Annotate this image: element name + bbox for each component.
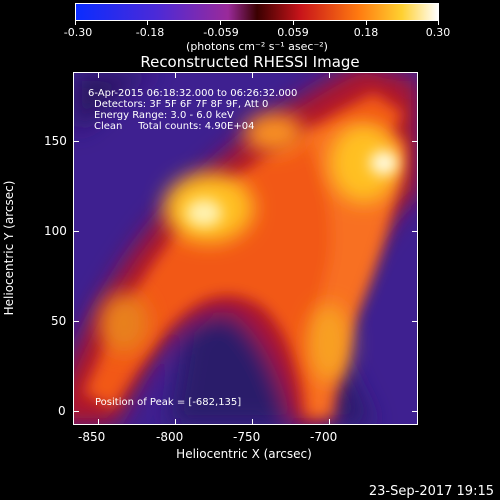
colorbar-tick-label: 0.059	[277, 26, 309, 39]
time-range-label: 6-Apr-2015 06:18:32.000 to 06:26:32.000	[88, 88, 298, 99]
y-tick-label: 0	[58, 404, 66, 418]
x-tick-label: -800	[156, 430, 184, 444]
clean-counts-label: Clean Total counts: 4.90E+04	[94, 121, 255, 132]
x-tick-label: -700	[310, 430, 338, 444]
footer-date: 23-Sep-2017 19:15	[368, 484, 494, 499]
colorbar-tick-label: -0.30	[63, 26, 93, 39]
colorbar-tick-label: -0.059	[203, 26, 239, 39]
y-tick-label: 100	[44, 224, 67, 238]
colorbar-tick-label: 0.30	[425, 26, 451, 39]
y-tick-label: 150	[44, 134, 67, 148]
detectors-label: Detectors: 3F 5F 6F 7F 8F 9F, Att 0	[94, 99, 269, 110]
x-tick-label: -850	[78, 430, 106, 444]
x-axis-label: Heliocentric X (arcsec)	[176, 447, 312, 461]
colorbar	[75, 3, 439, 21]
colorbar-units-label: (photons cm⁻² s⁻¹ asec⁻²)	[186, 40, 328, 53]
y-axis-label: Heliocentric Y (arcsec)	[2, 180, 16, 316]
energy-range-label: Energy Range: 3.0 - 6.0 keV	[94, 110, 234, 121]
peak-position-label: Position of Peak = [-682,135]	[95, 397, 242, 408]
x-tick-label: -750	[233, 430, 261, 444]
plot-title: Reconstructed RHESSI Image	[140, 53, 360, 71]
y-tick-label: 50	[51, 314, 67, 328]
colorbar-tick-label: -0.18	[135, 26, 165, 39]
colorbar-tick-label: 0.18	[353, 26, 379, 39]
rhessi-image	[73, 72, 418, 425]
